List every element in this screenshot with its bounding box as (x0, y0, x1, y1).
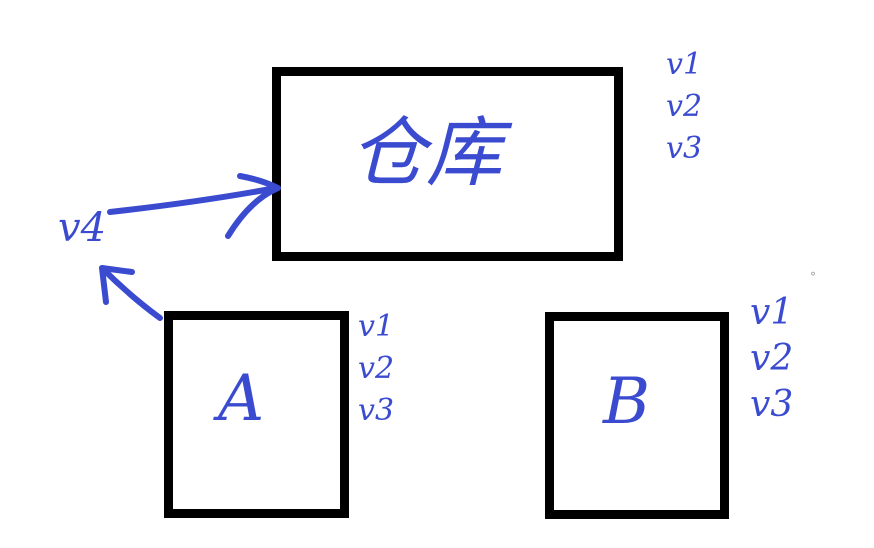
node-b-box (545, 312, 729, 519)
node-a-version-2: v2 (358, 351, 395, 386)
node-a-version-1: v1 (358, 309, 395, 344)
node-b-versions: v1 v2 v3 (750, 295, 793, 433)
node-b-version-1: v1 (750, 292, 794, 333)
node-b-version-2: v2 (750, 338, 794, 379)
arrow-v4-to-warehouse-head (225, 173, 281, 239)
node-a-version-3: v3 (358, 393, 395, 428)
warehouse-version-1: v1 (666, 47, 703, 82)
node-b-version-3: v3 (750, 384, 794, 425)
node-a-label: A (218, 362, 265, 436)
warehouse-box (272, 67, 623, 261)
arrow-v4-to-warehouse (107, 185, 279, 215)
warehouse-versions: v1 v2 v3 (666, 50, 702, 176)
warehouse-label: 仓库 (350, 108, 502, 197)
node-a-versions: v1 v2 v3 (358, 312, 394, 438)
warehouse-version-3: v3 (666, 131, 703, 166)
arrow-a-to-v4 (99, 265, 163, 321)
node-a-box (164, 311, 349, 518)
node-b-label: B (603, 365, 651, 439)
stray-dot: ° (810, 270, 816, 284)
warehouse-version-2: v2 (666, 89, 703, 124)
v4-label: v4 (58, 205, 107, 251)
arrow-a-to-v4-head (99, 265, 135, 305)
